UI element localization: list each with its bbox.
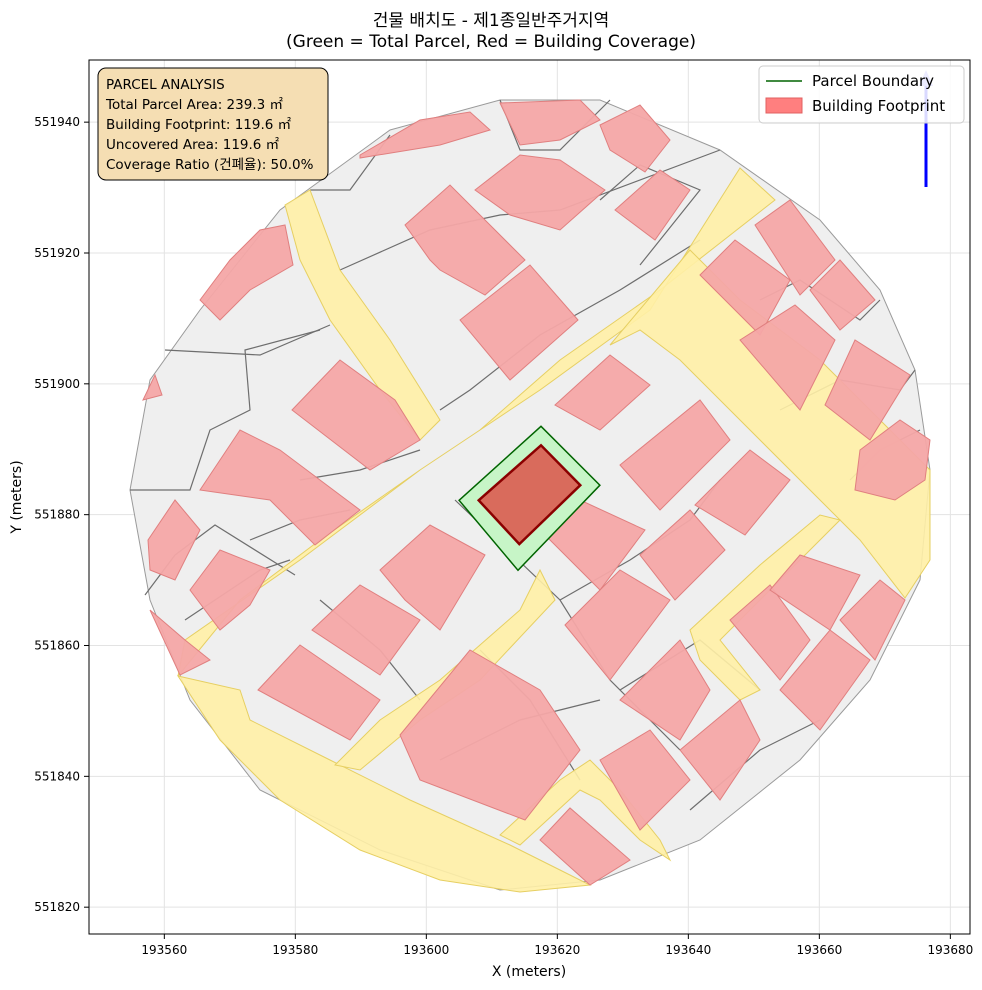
nearby-building (809, 259, 876, 331)
x-tick-label: 193600 (403, 943, 449, 957)
y-tick-label: 551900 (34, 377, 80, 391)
nearby-building (729, 584, 811, 681)
nearby-building (199, 224, 294, 321)
x-axis-label: X (meters) (492, 964, 566, 980)
nearby-building (142, 373, 163, 401)
x-tick-label: 193620 (534, 943, 580, 957)
nearby-building (359, 111, 491, 159)
info-building-footprint: Building Footprint: 119.6 ㎡ (106, 117, 292, 133)
nearby-building (459, 264, 579, 381)
nearby-building (619, 639, 711, 741)
x-tick-label: 193640 (665, 943, 711, 957)
nearby-building (474, 154, 606, 231)
map-layers (129, 70, 933, 893)
main-road-diagonal (177, 167, 776, 677)
nearby-building (147, 499, 201, 581)
nearby-building (539, 807, 631, 886)
y-tick-label: 551880 (34, 508, 80, 522)
road-south-loop (176, 675, 592, 893)
nearby-buildings (142, 99, 931, 886)
figure-subtitle: (Green = Total Parcel, Red = Building Co… (286, 32, 696, 52)
figure-title: 건물 배치도 - 제1종일반주거지역 (372, 11, 610, 31)
nearby-building (599, 729, 691, 831)
axes-frame (88, 59, 971, 935)
legend: Parcel Boundary Building Footprint (758, 65, 965, 124)
nearby-building (754, 199, 836, 296)
parcel-analysis-box: PARCEL ANALYSIS Total Parcel Area: 239.3… (97, 67, 329, 181)
nearby-building (599, 104, 671, 173)
road-north-west (284, 189, 441, 441)
nearby-building (564, 569, 671, 681)
y-axis-label: Y (meters) (9, 460, 25, 534)
x-tick-label: 193660 (796, 943, 842, 957)
nearby-building (404, 184, 526, 296)
nearby-building (399, 649, 581, 821)
nearby-building (291, 359, 421, 471)
info-box-title: PARCEL ANALYSIS (106, 77, 225, 93)
x-tick-label: 193560 (141, 943, 187, 957)
nearby-building (694, 449, 791, 536)
nearby-building (839, 579, 906, 661)
info-uncovered-area: Uncovered Area: 119.6 ㎡ (106, 137, 280, 153)
y-tick-label: 551920 (34, 246, 80, 260)
nearby-building (614, 169, 691, 241)
y-tick-label: 551940 (34, 115, 80, 129)
legend-label-parcel: Parcel Boundary (812, 72, 934, 90)
nearby-building (769, 554, 861, 631)
y-axis-ticks: 551820 551840 551860 551880 551900 551920 5519… (34, 115, 89, 914)
nearby-building (679, 699, 761, 801)
x-axis-ticks: 193560 193580 193600 193620 193640 193660 1936… (141, 934, 973, 957)
info-total-area: Total Parcel Area: 239.3 ㎡ (105, 97, 283, 113)
nearby-building (199, 429, 361, 546)
legend-label-building: Building Footprint (812, 97, 945, 115)
nearby-building (149, 609, 211, 676)
nearby-building (824, 339, 911, 441)
nearby-building (639, 509, 726, 601)
nearby-building (189, 549, 271, 631)
nearby-building (739, 304, 836, 411)
y-tick-label: 551840 (34, 769, 80, 783)
road-southeast (609, 249, 931, 599)
x-tick-label: 193580 (272, 943, 318, 957)
nearby-building (257, 644, 381, 741)
nearby-building (311, 584, 421, 676)
x-tick-label: 193680 (927, 943, 973, 957)
nearby-building (499, 99, 601, 146)
y-tick-label: 551820 (34, 900, 80, 914)
info-coverage-ratio: Coverage Ratio (건폐율): 50.0% (106, 157, 314, 173)
nearby-building (554, 354, 651, 431)
y-tick-label: 551860 (34, 639, 80, 653)
legend-patch-swatch (765, 97, 803, 114)
nearby-building (854, 419, 931, 501)
nearby-building (619, 399, 731, 511)
target-building-footprint (476, 443, 583, 546)
roads (176, 167, 931, 893)
nearby-building (379, 524, 486, 631)
nearby-building (779, 629, 871, 731)
road-inner-south (333, 568, 556, 771)
